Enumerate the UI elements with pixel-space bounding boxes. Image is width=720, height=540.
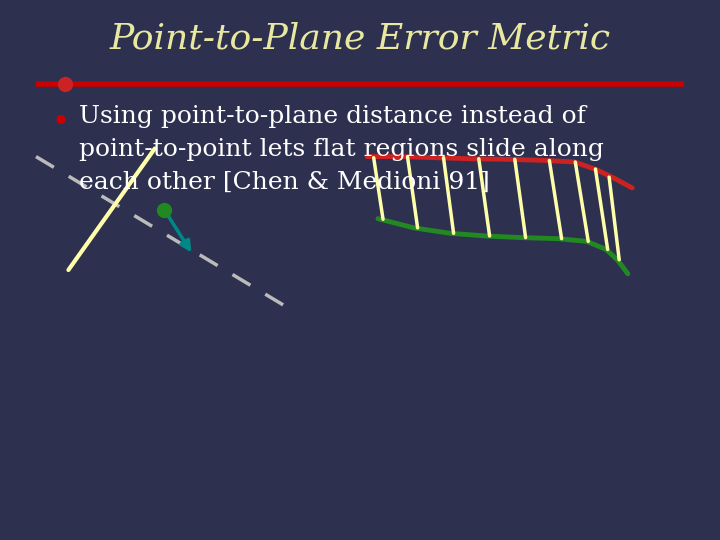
Text: •: • — [52, 108, 70, 137]
Text: Using point-to-plane distance instead of
point-to-point lets flat regions slide : Using point-to-plane distance instead of… — [79, 105, 604, 194]
Text: Point-to-Plane Error Metric: Point-to-Plane Error Metric — [109, 22, 611, 56]
